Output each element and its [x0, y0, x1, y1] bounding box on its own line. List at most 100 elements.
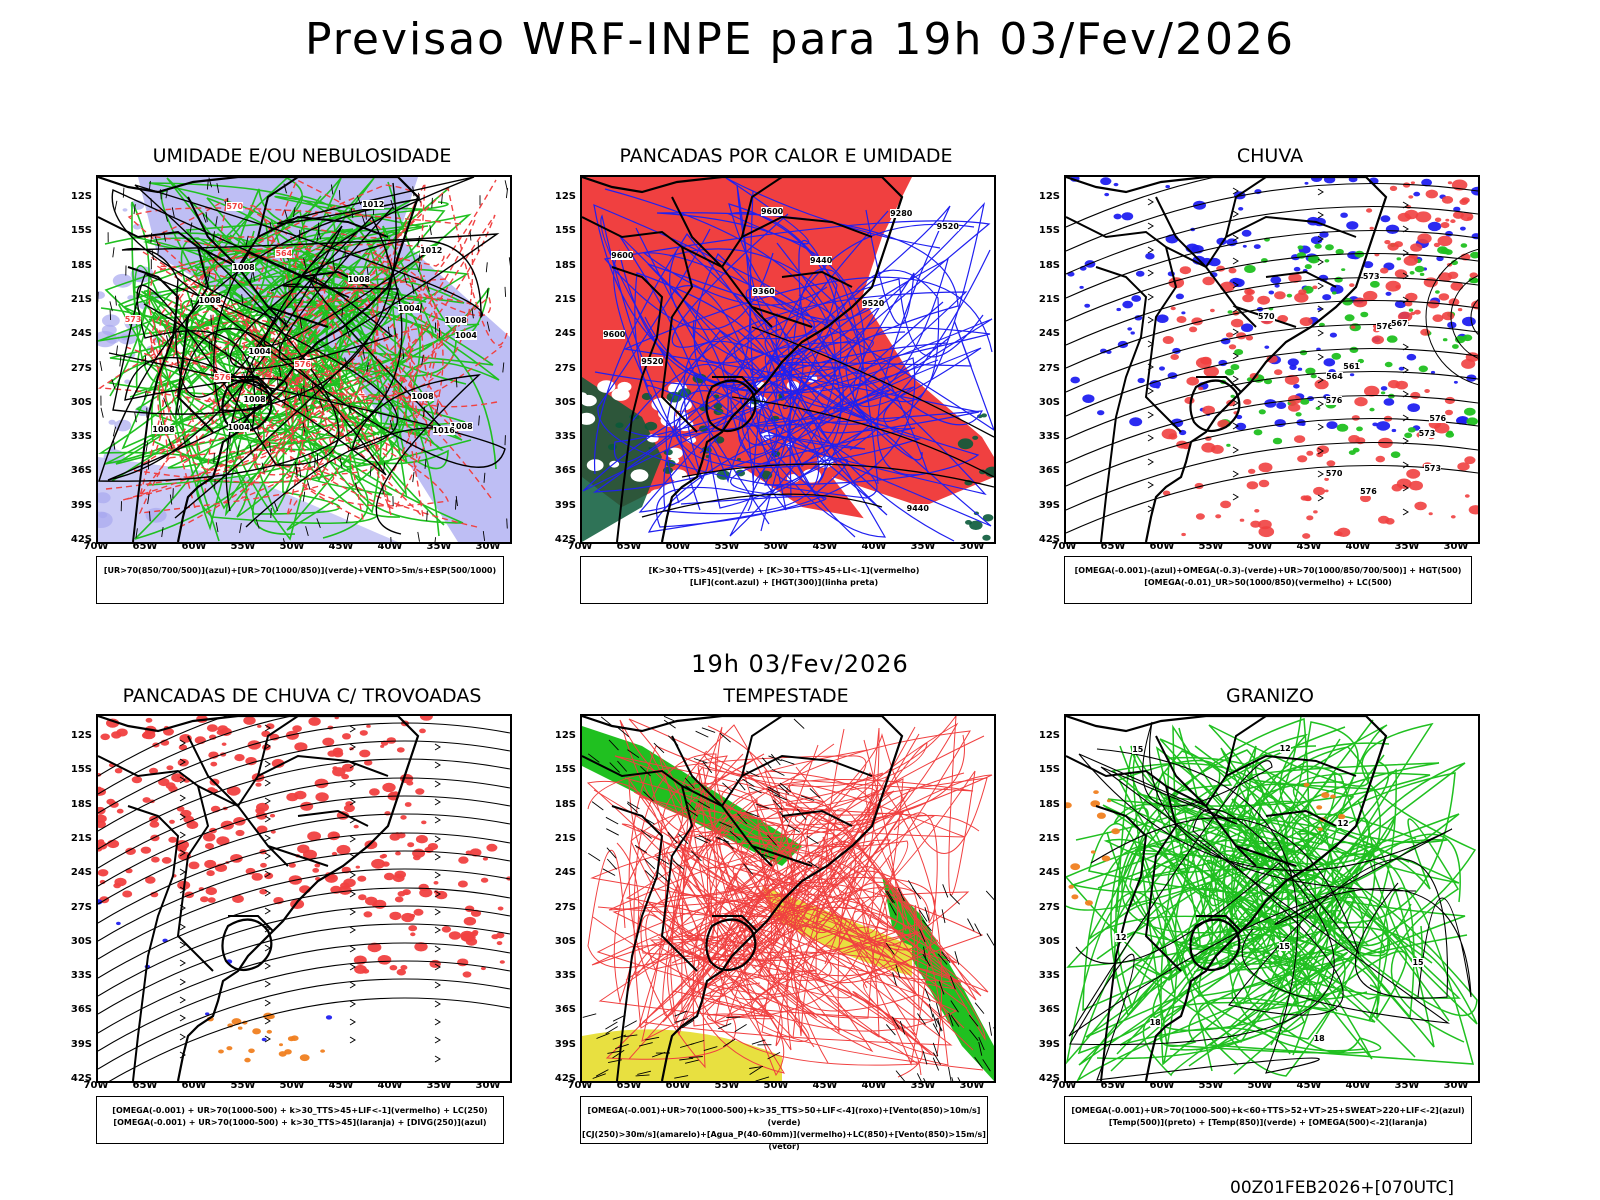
lat-tick-label: 15S	[554, 225, 576, 237]
contour-value-label: 576	[1325, 395, 1343, 405]
lat-tick-label: 12S	[554, 730, 576, 741]
map-chuva	[1064, 175, 1480, 544]
panel-title-pancadas_calor: PANCADAS POR CALOR E UMIDADE	[619, 145, 953, 167]
legend-line: [Temp(500)](preto) + [Temp(850)](verde) …	[1108, 1118, 1428, 1127]
contour-value-label: 9600	[603, 329, 626, 339]
contour-value-label: 1004	[454, 330, 477, 340]
lat-tick-label: 18S	[1038, 259, 1060, 271]
lat-tick-label: 24S	[554, 867, 576, 879]
lon-tick-label: 35W	[426, 1080, 452, 1091]
contour-value-label: 570	[226, 202, 244, 212]
lat-tick-label: 18S	[554, 259, 576, 271]
contour-value-label: 9600	[760, 207, 784, 217]
panel-title-granizo: GRANIZO	[1226, 685, 1314, 707]
lat-tick-label: 12S	[554, 191, 576, 202]
lon-tick-label: 50W	[763, 541, 789, 552]
legend-tempestade: [OMEGA(-0.001)+UR>70(1000-500)+k>35_TTS>…	[580, 1096, 988, 1151]
contour-value-label: 576	[294, 359, 311, 369]
contour-value-label: 570	[1325, 469, 1343, 479]
contour-value-label: 9520	[862, 298, 885, 308]
lon-tick-label: 55W	[1198, 541, 1224, 552]
contour-value-label: 12	[1115, 932, 1127, 942]
lon-tick-label: 40W	[861, 1080, 887, 1091]
contour-value-label: 576	[1429, 413, 1447, 423]
lat-tick-label: 33S	[70, 970, 92, 982]
lat-tick-label: 42S	[70, 534, 92, 545]
lon-tick-label: 70W	[1051, 541, 1077, 552]
lon-tick-label: 35W	[1394, 541, 1420, 552]
contour-value-label: 1012	[420, 246, 443, 256]
mid-time-label: 19h 03/Fev/2026	[691, 650, 909, 678]
map-umidade	[96, 175, 512, 544]
legend-umidade: [UR>70(850/700/500)](azul)+[UR>70(1000/8…	[96, 556, 504, 604]
lat-tick-label: 36S	[554, 465, 576, 477]
panel-title-chuva: CHUVA	[1236, 145, 1304, 167]
lat-tick-label: 36S	[554, 1004, 576, 1016]
lat-tick-label: 39S	[70, 1038, 92, 1050]
panel-title-pancadas_trovoadas: PANCADAS DE CHUVA C/ TROVOADAS	[122, 685, 482, 707]
lon-tick-label: 40W	[377, 541, 403, 552]
legend-line: [OMEGA(-0.001) + UR>70(1000-500) + k>30_…	[113, 1118, 487, 1127]
lon-tick-label: 35W	[910, 1080, 936, 1091]
lon-tick-label: 30W	[959, 541, 985, 552]
lat-tick-label: 27S	[70, 362, 92, 374]
legend-line: [OMEGA(-0.001)-(azul)+OMEGA(-0.3)-(verde…	[1074, 566, 1462, 575]
contour-value-label: 573	[1424, 463, 1442, 473]
legend-pancadas_trovoadas: [OMEGA(-0.001) + UR>70(1000-500) + k>30_…	[96, 1096, 504, 1144]
lat-tick-label: 21S	[554, 832, 576, 844]
footer-run-label: 00Z01FEB2026+[070UTC]	[1230, 1178, 1455, 1198]
lat-tick-label: 18S	[1038, 798, 1060, 810]
contour-value-label: 15	[1412, 958, 1424, 968]
lon-tick-label: 55W	[230, 1080, 256, 1091]
lon-tick-label: 60W	[1149, 1080, 1175, 1091]
contour-value-label: 18	[1313, 1034, 1325, 1044]
contour-value-label: 1008	[411, 391, 434, 401]
lat-tick-label: 39S	[1038, 499, 1060, 511]
lon-tick-label: 55W	[1198, 1080, 1224, 1091]
contour-value-label: 1008	[444, 315, 467, 325]
lat-tick-label: 15S	[554, 764, 576, 776]
legend-line: [LIF](cont.azul) + [HGT(300)](linha pret…	[689, 578, 879, 587]
lon-tick-label: 40W	[377, 1080, 403, 1091]
lat-tick-label: 24S	[70, 867, 92, 879]
lat-tick-label: 27S	[1038, 362, 1060, 374]
legend-chuva: [OMEGA(-0.001)-(azul)+OMEGA(-0.3)-(verde…	[1064, 556, 1472, 604]
legend-line: [CJ(250)>30m/s](amarelo)+[Agua_P(40-60mm…	[582, 1130, 986, 1151]
lat-tick-label: 24S	[1038, 867, 1060, 879]
contour-value-label: 1008	[232, 263, 255, 273]
lat-tick-label: 42S	[554, 534, 576, 545]
contour-value-label: 564	[1326, 372, 1343, 382]
lon-tick-label: 45W	[328, 541, 354, 552]
legend-line: [K>30+TTS>45](verde) + [K>30+TTS>45+LI<-…	[648, 566, 920, 575]
lat-tick-label: 39S	[1038, 1038, 1060, 1050]
contour-value-label: 564	[275, 249, 293, 259]
contour-value-label: 576	[213, 372, 231, 382]
lat-tick-label: 42S	[1038, 534, 1060, 545]
lat-tick-label: 36S	[70, 465, 92, 477]
lat-tick-label: 15S	[1038, 225, 1060, 237]
legend-granizo: [OMEGA(-0.001)+UR>70(1000-500)+k<60+TTS>…	[1064, 1096, 1472, 1144]
lat-tick-label: 33S	[554, 431, 576, 443]
lon-tick-label: 40W	[1345, 1080, 1371, 1091]
lon-tick-label: 65W	[132, 541, 158, 552]
lat-tick-label: 30S	[1038, 396, 1060, 408]
lat-tick-label: 33S	[554, 970, 576, 982]
lat-tick-label: 27S	[554, 901, 576, 913]
contour-value-label: 15	[1278, 942, 1290, 952]
lat-tick-label: 21S	[70, 293, 92, 305]
lon-tick-label: 30W	[959, 1080, 985, 1091]
lat-tick-label: 30S	[554, 396, 576, 408]
lat-tick-label: 36S	[1038, 465, 1060, 477]
lat-tick-label: 39S	[70, 499, 92, 511]
contour-value-label: 1008	[243, 394, 266, 404]
lon-tick-label: 50W	[279, 1080, 305, 1091]
contour-value-label: 9520	[641, 357, 664, 367]
lat-tick-label: 21S	[1038, 832, 1060, 844]
contour-value-label: 1004	[248, 347, 271, 357]
lon-tick-label: 60W	[1149, 541, 1175, 552]
contour-value-label: 18	[1149, 1018, 1161, 1028]
lat-tick-label: 18S	[70, 798, 92, 810]
map-tempestade	[580, 714, 996, 1083]
contour-value-label: 9360	[752, 287, 775, 297]
lat-tick-label: 36S	[70, 1004, 92, 1016]
